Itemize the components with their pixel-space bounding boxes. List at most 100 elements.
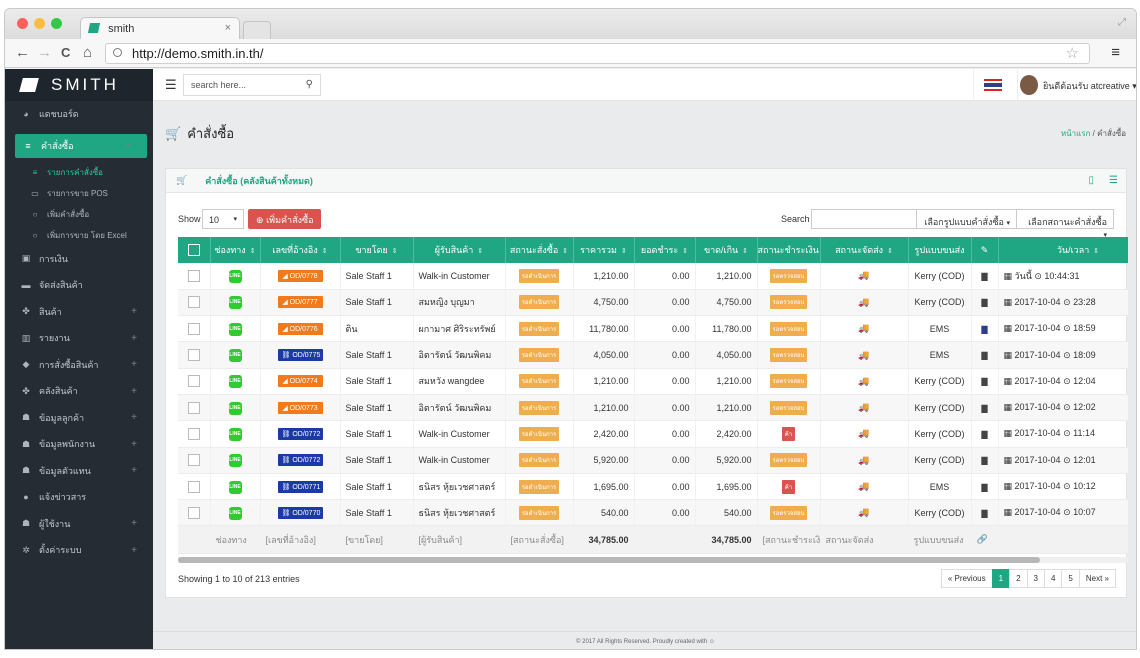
sidebar-item-13[interactable]: ✲ ตั้งค่าระบบ + <box>5 537 153 564</box>
page-link[interactable]: 4 <box>1043 569 1063 588</box>
order-ref-badge[interactable]: ⛓ OD/0772 <box>277 427 323 440</box>
page-link[interactable]: Next » <box>1078 569 1116 588</box>
row-checkbox[interactable] <box>187 401 200 414</box>
table-row[interactable]: LINE ⛓ OD/0771 Sale Staff 1 ธนิสร หุ้ยเวชศา… <box>178 473 1128 501</box>
bookmark-star-icon[interactable]: ☆ <box>1065 45 1079 62</box>
footer-filter[interactable]: สถานะจัดส่ง <box>825 534 874 545</box>
scrollbar-thumb[interactable] <box>178 557 1040 563</box>
sidebar-item-0[interactable]: ◕ แดชบอร์ด <box>5 101 153 128</box>
sidebar-item-1[interactable]: ≡ คำสั่งซื้อ + <box>15 133 147 158</box>
minimize-window-dot[interactable] <box>34 18 45 29</box>
table-row[interactable]: LINE ◢ OD/0778 Sale Staff 1 Walk-in Custome… <box>178 263 1128 290</box>
sort-icon[interactable]: ⇕ <box>620 248 627 255</box>
footer-filter[interactable]: [ขายโดย] <box>345 534 383 545</box>
sort-icon[interactable]: ⇕ <box>321 248 328 255</box>
order-ref-badge[interactable]: ⛓ OD/0775 <box>277 349 323 362</box>
select-all-header[interactable] <box>178 237 211 263</box>
sort-icon[interactable]: ⇕ <box>1093 248 1100 255</box>
row-checkbox[interactable] <box>187 269 200 282</box>
reload-icon[interactable]: C <box>61 45 71 60</box>
footer-filter[interactable]: [ผู้รับสินค้า] <box>418 534 463 545</box>
column-header[interactable]: ขายโดย ⇕ <box>340 237 414 263</box>
order-ref-badge[interactable]: ◢ OD/0776 <box>277 322 323 335</box>
sidebar-subitem-2[interactable]: ○ เพิ่มคำสั่งซื้อ <box>5 204 153 225</box>
close-window-dot[interactable] <box>17 18 28 29</box>
horizontal-scrollbar[interactable] <box>178 557 1128 563</box>
sidebar-item-8[interactable]: ☗ ข้อมูลลูกค้า + <box>5 405 153 432</box>
document-icon[interactable]: ▇ <box>981 429 988 439</box>
document-icon[interactable]: ▇ <box>981 271 988 281</box>
footer-filter[interactable]: [สถานะชำระเงิน] <box>762 534 820 545</box>
page-link[interactable]: 3 <box>1026 569 1045 588</box>
browser-tab[interactable]: smith × <box>80 17 240 39</box>
sidebar-item-4[interactable]: ✤ สินค้า + <box>5 299 153 326</box>
sort-icon[interactable]: ⇕ <box>562 248 569 255</box>
hamburger-icon[interactable]: ☰ <box>165 77 177 92</box>
table-search-input[interactable] <box>811 209 917 229</box>
new-tab-button[interactable] <box>243 21 271 39</box>
sidebar-subitem-0[interactable]: ≡ รายการคำสั่งซื้อ <box>5 162 153 183</box>
avatar[interactable] <box>1020 75 1038 95</box>
sort-icon[interactable]: ⇕ <box>249 248 256 255</box>
document-icon[interactable]: ▇ <box>981 508 988 518</box>
column-header[interactable]: สถานะชำระเงิน⇕ <box>757 237 829 263</box>
table-row[interactable]: LINE ⛓ OD/0770 Sale Staff 1 ธนิสร หุ้ยเวชศา… <box>178 499 1128 527</box>
row-checkbox[interactable] <box>187 454 200 467</box>
resize-icon[interactable]: ⤢ <box>1118 17 1126 28</box>
order-ref-badge[interactable]: ◢ OD/0773 <box>277 401 323 414</box>
footer-filter[interactable]: รูปแบบขนส่ง <box>913 534 964 545</box>
footer-filter[interactable]: ช่องทาง <box>215 534 247 545</box>
column-header[interactable]: ช่องทาง ⇕ <box>210 237 261 263</box>
row-checkbox[interactable] <box>187 322 200 335</box>
row-checkbox[interactable] <box>187 296 200 309</box>
forward-icon[interactable]: → <box>37 44 52 61</box>
row-checkbox[interactable] <box>187 480 200 493</box>
order-ref-badge[interactable]: ◢ OD/0774 <box>277 375 323 388</box>
sidebar-item-2[interactable]: ▣ การเงิน <box>5 246 153 273</box>
column-header[interactable]: ผู้รับสินค้า ⇕ <box>413 237 506 263</box>
sort-icon[interactable]: ⇕ <box>477 248 484 255</box>
breadcrumb-home[interactable]: หน้าแรก <box>1060 129 1091 138</box>
home-icon[interactable]: ⌂ <box>83 44 93 61</box>
shipping-filter-select[interactable]: เลือกรูปแบบคำสั่งซื้อ ▾ <box>916 209 1017 229</box>
row-checkbox[interactable] <box>187 375 200 388</box>
select-all-checkbox[interactable] <box>187 244 200 256</box>
tab-close-icon[interactable]: × <box>224 22 231 34</box>
table-row[interactable]: LINE ◢ OD/0777 Sale Staff 1 สมหญิง บุญมา รอด… <box>178 289 1128 317</box>
row-checkbox[interactable] <box>187 349 200 362</box>
column-header[interactable]: ราคารวม ⇕ <box>573 237 635 263</box>
app-logo[interactable]: SMITH <box>5 69 153 101</box>
row-checkbox[interactable] <box>187 506 200 519</box>
sidebar-item-9[interactable]: ☗ ข้อมูลพนักงาน + <box>5 431 153 458</box>
order-ref-badge[interactable]: ◢ OD/0777 <box>277 296 323 309</box>
column-header[interactable]: วัน/เวลา ⇕ <box>998 237 1128 263</box>
sidebar-item-10[interactable]: ☗ ข้อมูลตัวแทน + <box>5 458 153 485</box>
table-row[interactable]: LINE ◢ OD/0773 Sale Staff 1 อิตารัตน์ วัฒนพ… <box>178 394 1128 422</box>
sort-icon[interactable]: ⇕ <box>742 248 749 255</box>
search-icon[interactable]: ⚲ <box>305 79 313 90</box>
document-icon[interactable]: ▇ <box>981 377 988 387</box>
order-ref-badge[interactable]: ◢ OD/0778 <box>277 269 323 282</box>
sidebar-item-11[interactable]: ● แจ้งข่าวสาร <box>5 484 153 511</box>
column-header[interactable]: สถานะสั่งซื้อ ⇕ <box>505 237 574 263</box>
document-icon[interactable]: ▇ <box>981 456 988 466</box>
footer-filter[interactable]: [สถานะสั่งซื้อ] <box>510 534 564 545</box>
document-icon[interactable]: ▇ <box>981 324 988 334</box>
table-row[interactable]: LINE ⛓ OD/0772 Sale Staff 1 Walk-in Custome… <box>178 447 1128 474</box>
page-link[interactable]: 1 <box>991 569 1011 588</box>
table-row[interactable]: LINE ⛓ OD/0772 Sale Staff 1 Walk-in Custome… <box>178 420 1128 448</box>
page-link[interactable]: 2 <box>1009 569 1028 588</box>
sidebar-item-7[interactable]: ✤ คลังสินค้า + <box>5 378 153 405</box>
sidebar-item-3[interactable]: ▬ จัดส่งสินค้า <box>5 272 153 299</box>
page-length-select[interactable]: 10 ▾ <box>202 209 244 229</box>
table-row[interactable]: LINE ◢ OD/0776 ติน ผกามาศ ศิริระทรัพย์ รอดำเ… <box>178 315 1128 343</box>
sidebar-subitem-1[interactable]: ▭ รายการขาย POS <box>5 183 153 204</box>
back-icon[interactable]: ← <box>15 44 30 61</box>
language-switch[interactable] <box>973 69 1018 101</box>
sidebar-item-5[interactable]: ▥ รายงาน + <box>5 325 153 352</box>
page-link[interactable]: « Previous <box>940 569 993 588</box>
document-icon[interactable]: ▇ <box>981 482 988 492</box>
mobile-view-icon[interactable]: ▯ <box>1088 175 1094 186</box>
add-order-button[interactable]: ⊕ เพิ่มคำสั่งซื้อ <box>248 209 322 229</box>
browser-menu-icon[interactable]: ≡ <box>1111 44 1120 61</box>
